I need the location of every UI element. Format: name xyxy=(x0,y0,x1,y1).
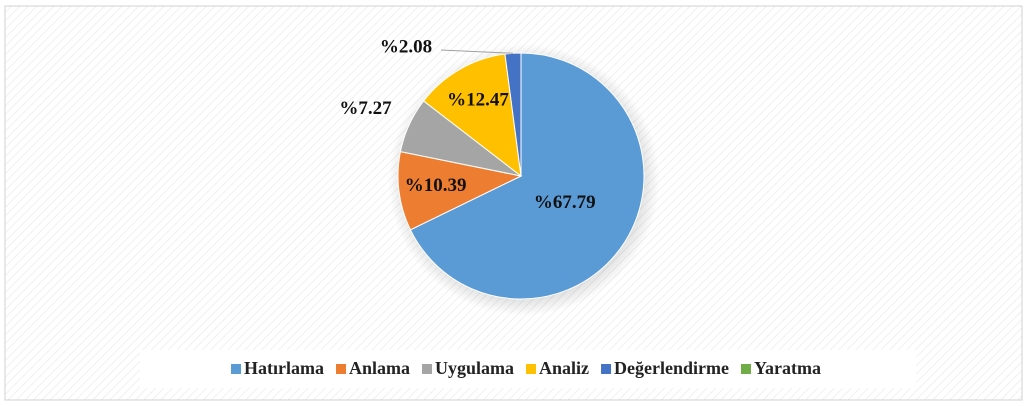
data-label: %2.08 xyxy=(380,36,432,57)
legend-label: Anlama xyxy=(349,358,410,378)
data-label: %10.39 xyxy=(405,175,467,196)
legend-label: Değerlendirme xyxy=(614,358,729,378)
legend-label: Uygulama xyxy=(435,358,514,378)
legend-label: Yaratma xyxy=(754,358,821,378)
legend-swatch xyxy=(741,364,751,374)
legend-swatch xyxy=(526,364,537,374)
pie-slice xyxy=(397,150,523,231)
pie-slice xyxy=(504,52,522,177)
legend-swatch xyxy=(231,364,242,374)
pie-slice xyxy=(409,52,645,300)
leader-line xyxy=(440,49,513,54)
data-label: %67.79 xyxy=(534,192,596,213)
legend-label: Analiz xyxy=(539,358,589,378)
legend-label: Hatırlama xyxy=(244,358,324,378)
legend-swatch xyxy=(601,364,612,374)
legend-swatch xyxy=(422,364,433,374)
data-label: %12.47 xyxy=(447,90,509,111)
pie-slice xyxy=(422,53,522,178)
data-label: %7.27 xyxy=(339,98,392,119)
legend-swatch xyxy=(336,364,346,374)
